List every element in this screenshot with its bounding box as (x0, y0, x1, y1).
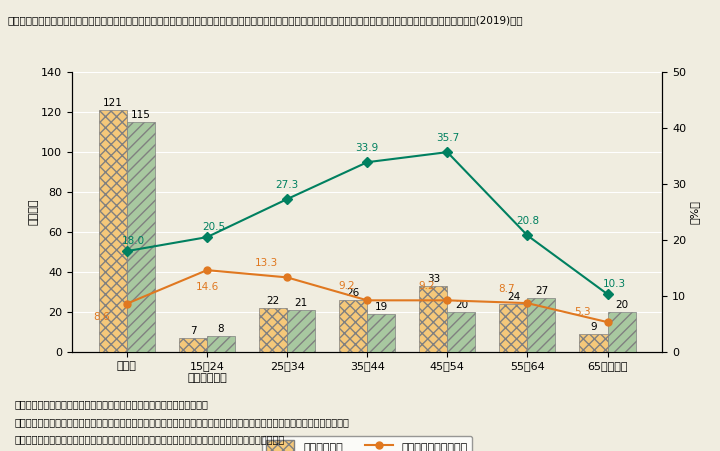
Text: 18.0: 18.0 (122, 236, 145, 246)
Text: 20: 20 (615, 300, 628, 310)
Text: 20: 20 (455, 300, 468, 310)
Text: ２．非正規の職員・従業員（現職の雇用形態についている理由が不明である者を除く。）のうち，現職の雇用形態につ: ２．非正規の職員・従業員（現職の雇用形態についている理由が不明である者を除く。）… (14, 417, 349, 427)
Text: 14.6: 14.6 (195, 281, 219, 292)
Text: 35.7: 35.7 (436, 133, 459, 143)
Bar (99, 110, 127, 352)
Text: （備考）１．総務省「労働力調査（詳細集計）」（令和元年）より作成。: （備考）１．総務省「労働力調査（詳細集計）」（令和元年）より作成。 (14, 399, 208, 409)
Text: 20.5: 20.5 (202, 222, 225, 232)
Text: 121: 121 (103, 98, 123, 108)
Text: Ｉ－２－７図　非正規雇用労働者のうち，現職の雇用形態についている主な理由が「正規の職員・従業員の仕事がないから」とする者の人数及び割合（男女別，令和元(2019: Ｉ－２－７図 非正規雇用労働者のうち，現職の雇用形態についている主な理由が「正規… (7, 15, 523, 25)
Text: 9.2: 9.2 (338, 281, 355, 291)
Text: 21: 21 (294, 298, 307, 308)
Bar (259, 308, 287, 352)
Text: 33.9: 33.9 (356, 143, 379, 153)
Text: 20.8: 20.8 (516, 216, 539, 226)
Text: 24: 24 (507, 292, 520, 302)
Bar (207, 336, 235, 352)
Text: 33: 33 (427, 274, 440, 284)
Text: 27.3: 27.3 (276, 180, 299, 190)
Text: 115: 115 (131, 110, 150, 120)
Bar (447, 312, 475, 352)
Text: 22: 22 (266, 296, 279, 306)
Text: 9.2: 9.2 (418, 281, 435, 291)
Bar (608, 312, 636, 352)
Bar (528, 298, 555, 352)
Y-axis label: （万人）: （万人） (28, 199, 38, 225)
Text: 8.6: 8.6 (94, 313, 110, 322)
Bar (419, 286, 447, 352)
Text: 19: 19 (374, 302, 388, 312)
Y-axis label: （%）: （%） (689, 200, 699, 224)
Bar (287, 310, 315, 352)
Bar (339, 300, 367, 352)
Text: 7: 7 (189, 326, 197, 336)
Legend: 人数（女性）, 人数（男性）, 割合（女性，右目盛）, 割合（男性，右目盛）: 人数（女性）, 人数（男性）, 割合（女性，右目盛）, 割合（男性，右目盛） (262, 436, 472, 451)
Text: 8.7: 8.7 (498, 284, 515, 294)
Text: 27: 27 (535, 286, 548, 296)
Text: 9: 9 (590, 322, 597, 332)
Text: 10.3: 10.3 (603, 279, 626, 289)
Text: 26: 26 (346, 288, 360, 298)
Text: 13.3: 13.3 (255, 258, 278, 268)
Bar (500, 304, 528, 352)
Bar (367, 314, 395, 352)
Text: いている主な理由が「正規の職員・従業員の仕事がないから」とする者の人数及び割合。: いている主な理由が「正規の職員・従業員の仕事がないから」とする者の人数及び割合。 (14, 434, 284, 444)
Text: 5.3: 5.3 (575, 307, 591, 317)
Bar (179, 338, 207, 352)
Bar (127, 122, 155, 352)
Text: 8: 8 (217, 324, 225, 334)
Bar (580, 334, 608, 352)
